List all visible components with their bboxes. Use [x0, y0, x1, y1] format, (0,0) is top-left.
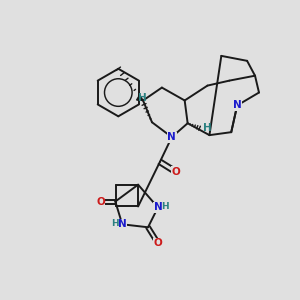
Text: H: H [203, 123, 212, 133]
Text: N: N [154, 202, 162, 212]
Polygon shape [136, 95, 143, 100]
Text: H: H [112, 219, 119, 228]
Text: N: N [233, 100, 242, 110]
Text: O: O [154, 238, 162, 248]
Text: O: O [96, 196, 105, 206]
Text: O: O [171, 167, 180, 177]
Text: N: N [167, 132, 176, 142]
Text: H: H [138, 94, 146, 103]
Text: H: H [161, 202, 169, 211]
Text: N: N [118, 219, 127, 229]
